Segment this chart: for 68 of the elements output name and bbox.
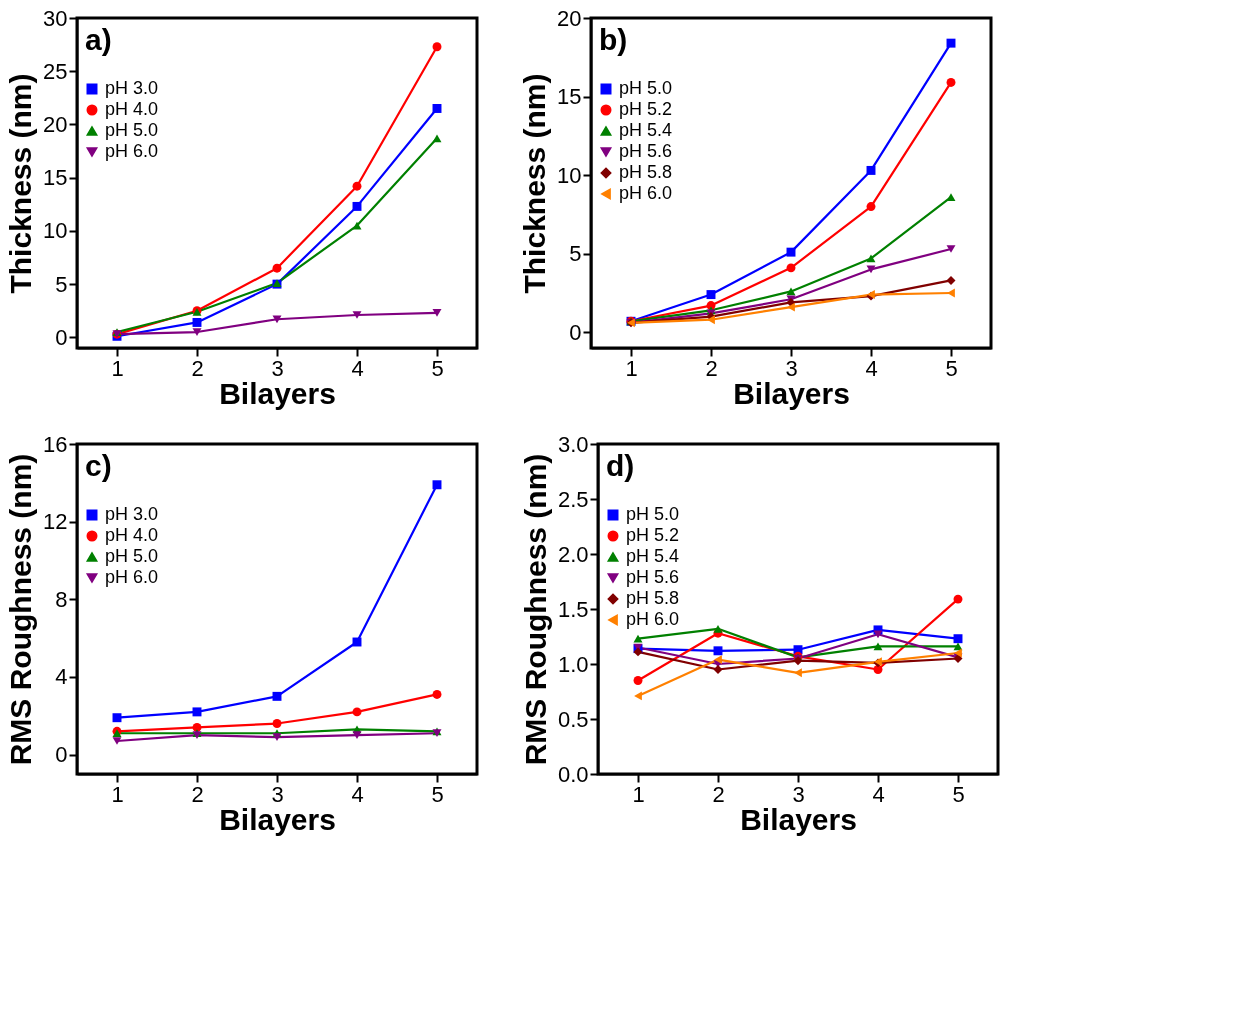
x-tick-label: 4 — [865, 355, 878, 381]
y-axis-title: Thickness (nm) — [518, 73, 552, 294]
y-tick-label: 0.5 — [557, 706, 589, 732]
chart-title: d) — [606, 449, 635, 482]
x-tick-label: 5 — [945, 355, 958, 381]
legend-label: pH 5.0 — [619, 78, 673, 98]
y-tick-label: 25 — [43, 58, 68, 84]
y-tick-label: 20 — [557, 5, 582, 31]
y-tick-label: 0.0 — [557, 761, 589, 787]
y-tick-label: 15 — [43, 165, 68, 191]
legend-label: pH 5.0 — [105, 546, 159, 566]
y-tick-label: 1.5 — [557, 596, 589, 622]
y-tick-label: 0 — [55, 742, 68, 768]
y-tick-label: 15 — [557, 84, 582, 110]
legend-label: pH 6.0 — [619, 183, 673, 203]
x-tick-label: 2 — [712, 781, 725, 807]
legend-label: pH 5.0 — [626, 504, 680, 524]
x-tick-label: 2 — [705, 355, 718, 381]
legend-label: pH 5.2 — [626, 525, 680, 545]
y-tick-label: 5 — [55, 271, 68, 297]
x-tick-label: 1 — [625, 355, 638, 381]
y-tick-label: 0 — [55, 324, 68, 350]
y-tick-label: 2.0 — [557, 541, 589, 567]
y-tick-label: 30 — [43, 5, 68, 31]
legend-label: pH 4.0 — [105, 525, 159, 545]
legend-label: pH 4.0 — [105, 99, 159, 119]
x-tick-label: 5 — [952, 781, 965, 807]
x-tick-label: 5 — [431, 355, 444, 381]
legend-label: pH 5.4 — [626, 546, 680, 566]
chart-title: b) — [599, 23, 628, 56]
y-tick-label: 10 — [557, 162, 582, 188]
y-tick-label: 1.0 — [557, 651, 589, 677]
legend-label: pH 5.6 — [626, 567, 680, 587]
chart-title: a) — [85, 23, 112, 56]
legend-label: pH 5.0 — [105, 120, 159, 140]
y-axis-title: Thickness (nm) — [4, 73, 38, 294]
legend-label: pH 5.8 — [626, 588, 680, 608]
y-tick-label: 10 — [43, 218, 68, 244]
y-tick-label: 0 — [569, 319, 582, 345]
y-tick-label: 5 — [569, 241, 582, 267]
legend-label: pH 6.0 — [105, 141, 159, 161]
x-tick-label: 4 — [872, 781, 885, 807]
legend-label: pH 5.4 — [619, 120, 673, 140]
chart-title: c) — [85, 449, 112, 482]
x-tick-label: 4 — [351, 781, 364, 807]
legend-label: pH 5.6 — [619, 141, 673, 161]
legend-label: pH 6.0 — [626, 609, 680, 629]
legend-label: pH 5.2 — [619, 99, 673, 119]
x-tick-label: 1 — [111, 781, 124, 807]
y-tick-label: 16 — [43, 431, 68, 457]
x-tick-label: 2 — [191, 355, 204, 381]
y-tick-label: 3.0 — [557, 431, 589, 457]
y-axis-title: RMS Roughness (nm) — [4, 453, 38, 766]
x-tick-label: 2 — [191, 781, 204, 807]
y-tick-label: 2.5 — [557, 486, 589, 512]
legend-label: pH 3.0 — [105, 78, 159, 98]
legend-label: pH 3.0 — [105, 504, 159, 524]
x-tick-label: 4 — [351, 355, 364, 381]
y-axis-title: RMS Roughness (nm) — [518, 453, 552, 766]
y-tick-label: 12 — [43, 509, 68, 535]
legend-label: pH 6.0 — [105, 567, 159, 587]
legend-label: pH 5.8 — [619, 162, 673, 182]
y-tick-label: 4 — [55, 664, 68, 690]
y-tick-label: 8 — [55, 586, 68, 612]
x-tick-label: 1 — [111, 355, 124, 381]
y-tick-label: 20 — [43, 111, 68, 137]
x-tick-label: 1 — [632, 781, 645, 807]
x-tick-label: 5 — [431, 781, 444, 807]
